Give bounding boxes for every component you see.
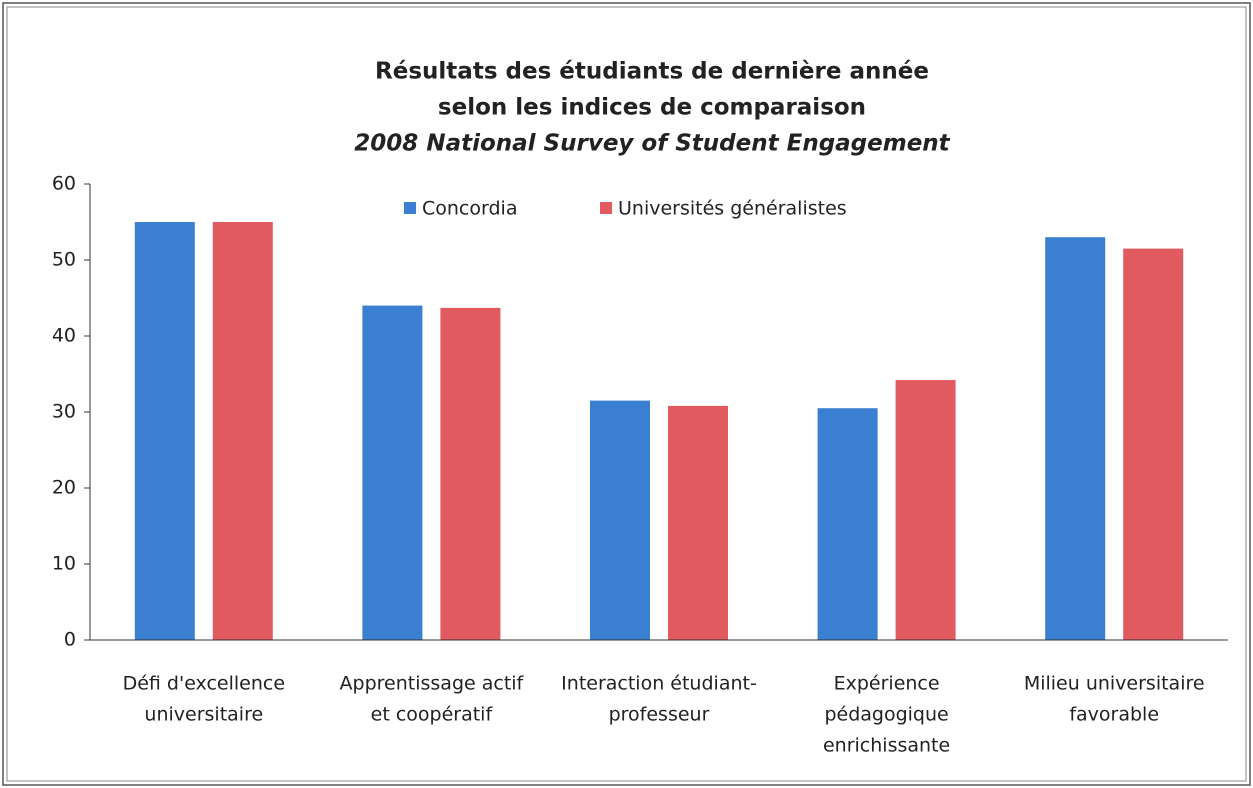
chart-title: selon les indices de comparaison [438, 95, 866, 121]
chart-subtitle: 2008 National Survey of Student Engageme… [354, 131, 950, 157]
chart-title: Résultats des étudiants de dernière anné… [375, 59, 929, 85]
y-tick-label: 20 [52, 477, 76, 499]
legend-swatch [404, 202, 416, 214]
x-tick-label: et coopératif [371, 704, 494, 726]
y-tick-label: 10 [52, 553, 76, 575]
legend-swatch [600, 202, 612, 214]
bar [895, 380, 956, 640]
x-tick-label: professeur [609, 704, 710, 726]
y-tick-label: 40 [52, 325, 76, 347]
x-tick-label: pédagogique [824, 704, 948, 726]
y-tick-label: 30 [52, 401, 76, 423]
legend-label: Universités généralistes [618, 198, 847, 220]
x-tick-label: Milieu universitaire [1024, 673, 1205, 695]
x-tick-label: Expérience [834, 673, 940, 695]
x-tick-label: universitaire [144, 704, 263, 726]
bar [440, 307, 501, 640]
bar [134, 222, 195, 640]
bar [1123, 248, 1184, 640]
frame-inner [6, 6, 1247, 782]
bar [212, 222, 273, 640]
bar [590, 400, 650, 640]
y-tick-label: 0 [64, 629, 76, 651]
legend-label: Concordia [422, 198, 517, 220]
y-tick-label: 60 [52, 173, 76, 195]
x-tick-label: Apprentissage actif [340, 673, 525, 695]
bar [362, 305, 423, 640]
bar [817, 408, 878, 640]
x-tick-label: enrichissante [823, 735, 950, 757]
x-tick-label: Défi d'excellence [123, 673, 285, 695]
bar [1045, 237, 1106, 640]
y-tick-label: 50 [52, 249, 76, 271]
x-tick-label: Interaction étudiant- [561, 673, 757, 695]
x-tick-label: favorable [1069, 704, 1159, 726]
bar [668, 405, 728, 640]
